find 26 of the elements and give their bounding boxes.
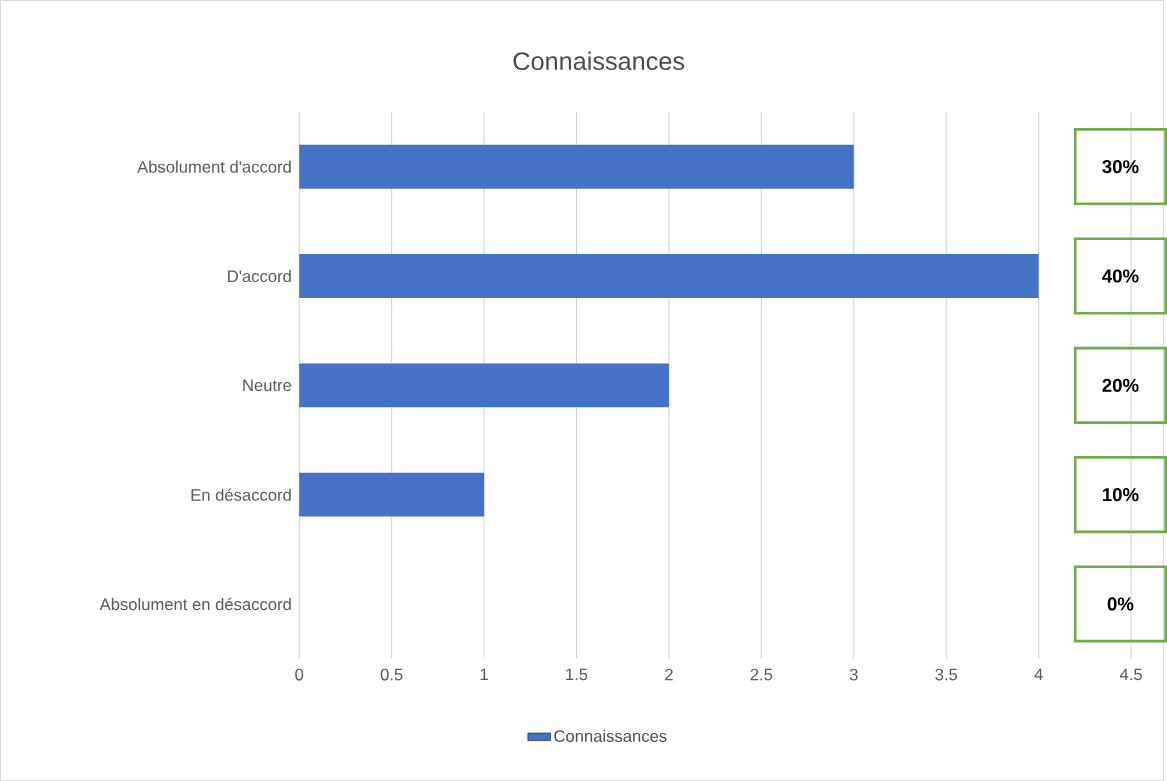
bar — [299, 254, 1039, 298]
bar — [299, 144, 854, 189]
chart-title: Connaissances — [513, 51, 685, 71]
y-tick-label: D'accord — [228, 269, 291, 283]
annotation: 40% — [1102, 269, 1139, 283]
x-tick-label: 0 — [295, 668, 304, 681]
x-tick-label: 3 — [849, 668, 858, 681]
annotation: 30% — [1102, 160, 1139, 174]
x-tick-label: 2 — [665, 668, 673, 681]
x-tick-label: 1 — [480, 668, 488, 681]
bar — [299, 363, 669, 408]
y-tick-label: En désaccord — [191, 488, 291, 501]
x-tick-label: 1.5 — [566, 668, 588, 681]
y-tick-label: Absolument d'accord — [137, 160, 291, 173]
annotation: 10% — [1102, 488, 1139, 502]
x-tick-label: 3.5 — [935, 668, 958, 681]
x-tick-label: 4 — [1034, 668, 1043, 681]
x-tick-label: 2.5 — [750, 668, 773, 681]
x-tick-label: 4.5 — [1119, 668, 1142, 681]
annotation: 0% — [1107, 597, 1134, 611]
bar — [299, 472, 485, 517]
y-tick-label: Neutre — [243, 379, 292, 392]
legend-label: Connaissances — [554, 729, 667, 743]
annotation: 20% — [1102, 378, 1139, 392]
x-tick-label: 0.5 — [380, 668, 403, 681]
y-tick-label: Absolument en désaccord — [99, 597, 291, 611]
